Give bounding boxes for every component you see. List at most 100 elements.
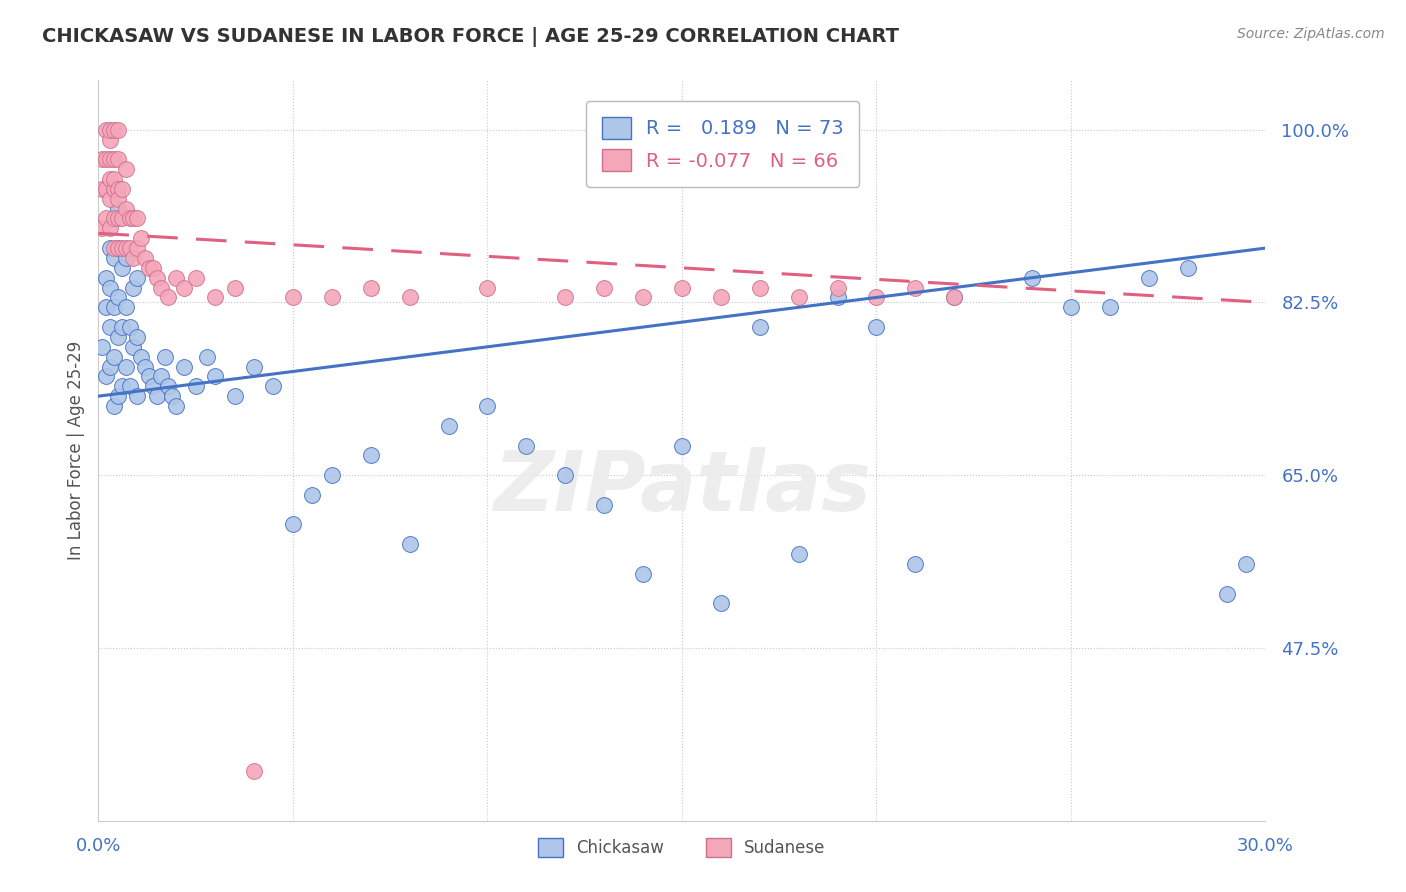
Point: [129, 231, 152, 245]
Point: [437, 418, 460, 433]
Point: [477, 280, 499, 294]
Point: [103, 153, 125, 167]
Point: [96, 182, 118, 196]
Point: [865, 290, 887, 304]
Point: [103, 399, 125, 413]
Point: [118, 379, 141, 393]
Point: [1215, 586, 1237, 600]
Point: [281, 517, 304, 532]
Point: [96, 270, 118, 285]
Point: [827, 280, 849, 294]
Point: [122, 211, 145, 226]
Point: [1234, 557, 1257, 571]
Point: [91, 153, 114, 167]
Point: [398, 290, 420, 304]
Point: [593, 280, 616, 294]
Point: [127, 270, 149, 285]
Point: [321, 290, 343, 304]
Point: [301, 488, 323, 502]
Point: [593, 498, 616, 512]
Point: [1098, 301, 1121, 315]
Point: [1177, 260, 1199, 275]
Point: [111, 320, 134, 334]
Point: [103, 350, 125, 364]
Point: [118, 320, 141, 334]
Legend: Chickasaw, Sudanese: Chickasaw, Sudanese: [531, 831, 832, 864]
Point: [321, 468, 343, 483]
Point: [107, 211, 129, 226]
Point: [204, 290, 226, 304]
Point: [107, 330, 129, 344]
Point: [98, 280, 121, 294]
Point: [748, 320, 770, 334]
Point: [98, 359, 121, 374]
Point: [103, 241, 125, 255]
Point: [111, 211, 134, 226]
Point: [114, 162, 136, 177]
Point: [165, 270, 187, 285]
Point: [943, 290, 966, 304]
Point: [127, 211, 149, 226]
Point: [107, 122, 129, 136]
Point: [631, 566, 654, 581]
Point: [904, 557, 927, 571]
Point: [710, 290, 733, 304]
Point: [96, 301, 118, 315]
Point: [103, 122, 125, 136]
Point: [787, 290, 810, 304]
Point: [134, 359, 156, 374]
Point: [943, 290, 966, 304]
Point: [107, 153, 129, 167]
Point: [103, 172, 125, 186]
Point: [710, 597, 733, 611]
Text: Source: ZipAtlas.com: Source: ZipAtlas.com: [1237, 27, 1385, 41]
Point: [631, 290, 654, 304]
Point: [243, 764, 266, 779]
Point: [98, 122, 121, 136]
Point: [904, 280, 927, 294]
Text: ZIPatlas: ZIPatlas: [494, 447, 870, 528]
Point: [96, 211, 118, 226]
Point: [827, 290, 849, 304]
Point: [281, 290, 304, 304]
Point: [114, 251, 136, 265]
Point: [1137, 270, 1160, 285]
Point: [107, 389, 129, 403]
Point: [157, 290, 180, 304]
Point: [98, 172, 121, 186]
Point: [162, 389, 184, 403]
Point: [114, 202, 136, 216]
Point: [129, 350, 152, 364]
Point: [262, 379, 284, 393]
Point: [98, 132, 121, 146]
Point: [111, 379, 134, 393]
Point: [127, 389, 149, 403]
Point: [103, 301, 125, 315]
Point: [224, 280, 246, 294]
Point: [671, 438, 693, 452]
Point: [134, 251, 156, 265]
Point: [122, 280, 145, 294]
Point: [98, 153, 121, 167]
Point: [107, 290, 129, 304]
Point: [96, 153, 118, 167]
Point: [107, 241, 129, 255]
Point: [114, 301, 136, 315]
Point: [142, 260, 165, 275]
Point: [173, 359, 195, 374]
Point: [107, 241, 129, 255]
Point: [107, 182, 129, 196]
Text: CHICKASAW VS SUDANESE IN LABOR FORCE | AGE 25-29 CORRELATION CHART: CHICKASAW VS SUDANESE IN LABOR FORCE | A…: [42, 27, 900, 46]
Point: [153, 350, 176, 364]
Point: [103, 211, 125, 226]
Point: [173, 280, 195, 294]
Point: [96, 369, 118, 384]
Point: [127, 241, 149, 255]
Point: [184, 379, 207, 393]
Point: [146, 270, 169, 285]
Point: [114, 241, 136, 255]
Point: [243, 359, 266, 374]
Point: [554, 290, 576, 304]
Point: [149, 280, 172, 294]
Point: [554, 468, 576, 483]
